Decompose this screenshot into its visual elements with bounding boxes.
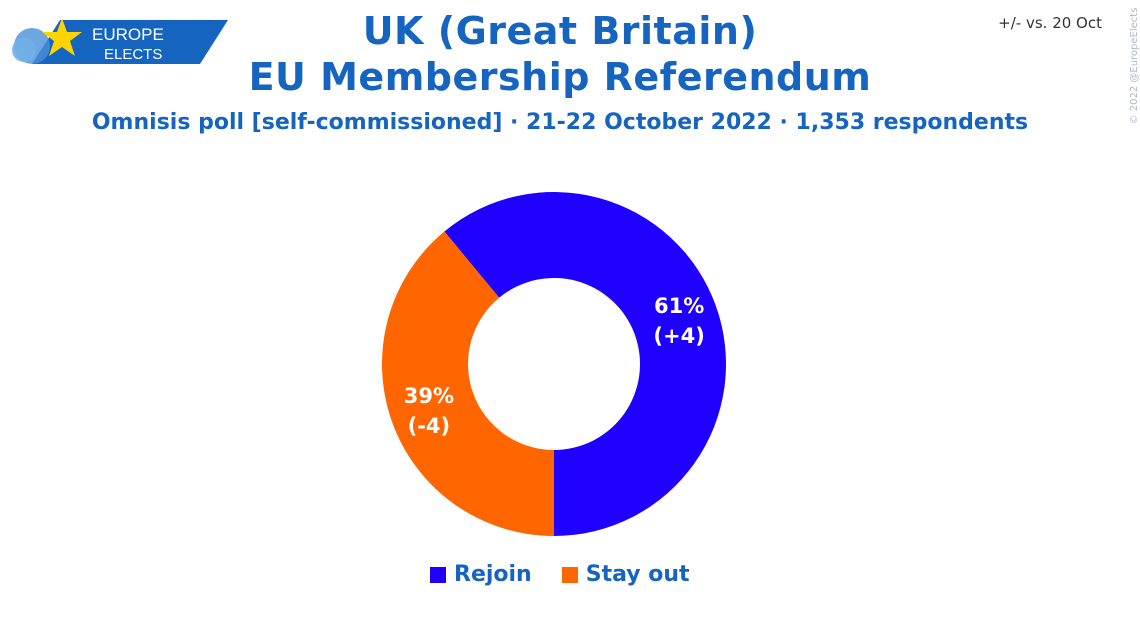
- legend-swatch-rejoin: [430, 566, 446, 583]
- chart-subtitle: Omnisis poll [self-commissioned] · 21-22…: [91, 110, 1029, 135]
- legend-item-stay-out: Stay out: [561, 562, 690, 587]
- chart-title-line1: UK (Great Britain): [362, 9, 758, 53]
- legend-label-rejoin: Rejoin: [454, 562, 532, 587]
- legend-label-stay-out: Stay out: [585, 562, 690, 587]
- slice-change-label: (-4): [408, 414, 451, 438]
- title-block: UK (Great Britain) EU Membership Referen…: [0, 8, 1120, 138]
- slice-value-label: 61%: [654, 294, 704, 318]
- legend-item-rejoin: Rejoin: [430, 562, 532, 587]
- legend: Rejoin Stay out: [430, 562, 690, 587]
- slice-value-label: 39%: [404, 384, 454, 408]
- logo-line1: EUROPE: [92, 25, 164, 44]
- europe-elects-logo: EUROPE ELECTS: [10, 16, 230, 68]
- comparison-note: +/- vs. 20 Oct: [998, 14, 1102, 32]
- donut-slice-rejoin: [444, 191, 726, 536]
- slice-change-label: (+4): [653, 324, 704, 348]
- logo-line2: ELECTS: [104, 46, 162, 63]
- legend-swatch-stay-out: [561, 566, 578, 583]
- donut-slice-stay-out: [381, 231, 554, 536]
- chart-title-line2: EU Membership Referendum: [248, 55, 872, 99]
